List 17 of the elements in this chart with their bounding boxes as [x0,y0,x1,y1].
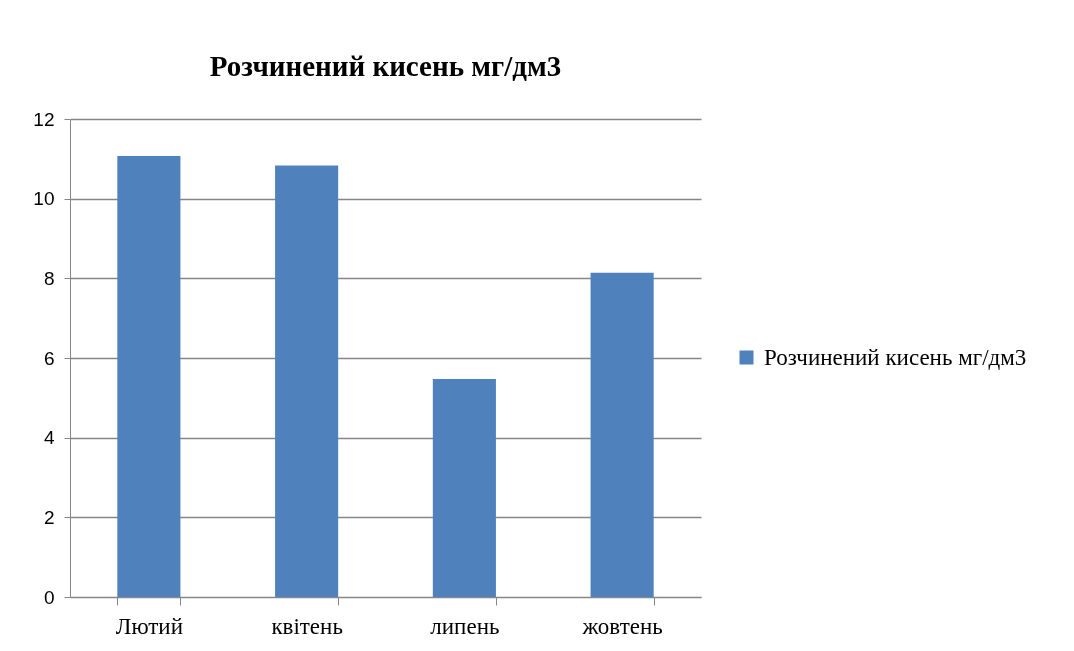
bar [590,272,654,597]
x-tick-label: Лютий [115,613,183,639]
x-tick-label: липень [430,613,500,639]
y-tick-label: 0 [43,586,55,608]
bar [275,165,339,597]
y-tick-label: 4 [43,427,55,449]
chart-title: Розчинений кисень мг/дм3 [209,50,562,82]
legend-label: Розчинений кисень мг/дм3 [764,344,1027,370]
bar [117,156,181,597]
y-tick-label: 12 [33,108,55,130]
x-tick-label: квітень [271,613,343,639]
y-tick-label: 8 [43,267,55,289]
y-tick-label: 6 [43,347,55,369]
bar [432,379,496,597]
x-tick-label: жовтень [581,613,663,639]
y-tick-label: 2 [43,506,55,528]
y-tick-label: 10 [33,188,55,210]
